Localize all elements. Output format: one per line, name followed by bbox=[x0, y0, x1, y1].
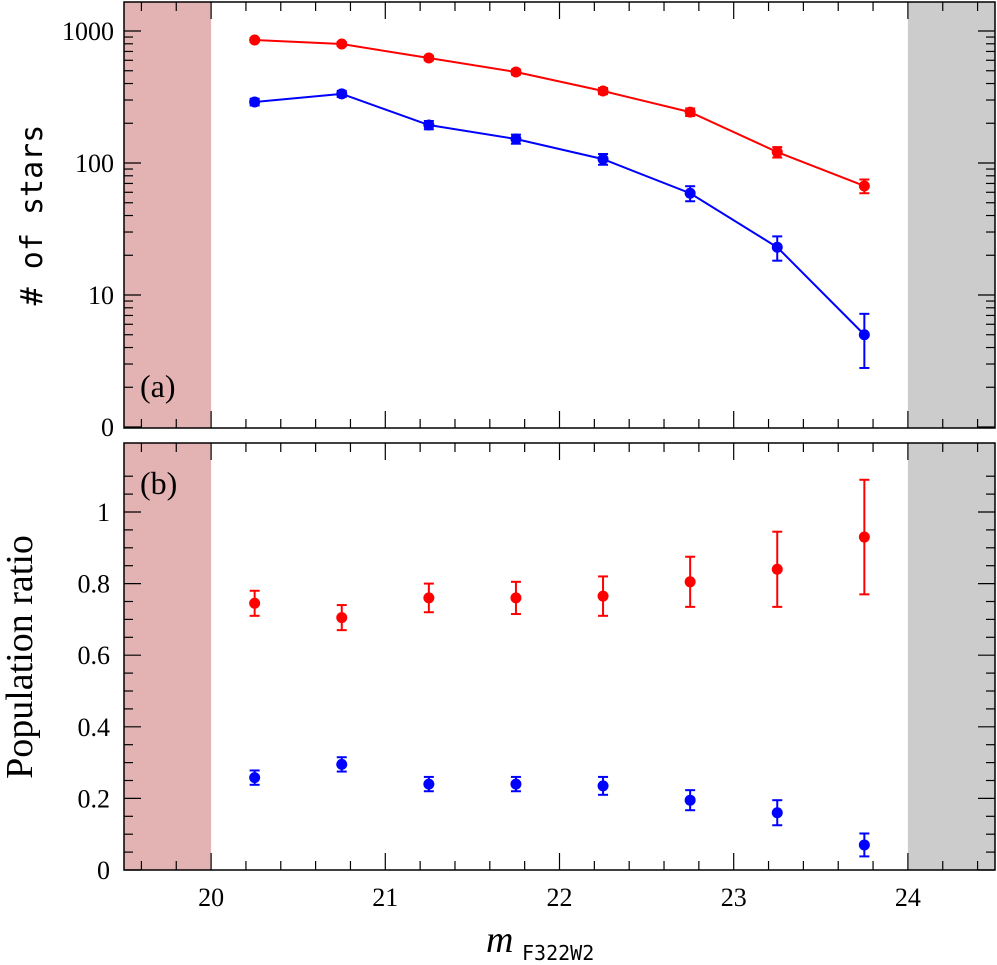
data-point bbox=[249, 772, 261, 784]
data-point bbox=[597, 85, 609, 97]
data-point bbox=[336, 758, 348, 770]
data-point bbox=[597, 590, 609, 602]
panel-b: 0 0.2 0.4 0.6 0.8 1 20 21 22 23 24 bbox=[78, 442, 996, 912]
y-axis-title-top: # of stars bbox=[15, 125, 50, 306]
data-point bbox=[684, 576, 696, 588]
x-axis-title-subscript: F322W2 bbox=[522, 941, 594, 965]
data-point bbox=[858, 180, 870, 192]
data-point bbox=[336, 612, 348, 624]
data-point bbox=[858, 839, 870, 851]
y-tick-label: 1 bbox=[97, 498, 110, 527]
data-point bbox=[510, 133, 522, 145]
data-point bbox=[684, 187, 696, 199]
data-point bbox=[771, 146, 783, 158]
data-point bbox=[510, 778, 522, 790]
y-tick-label: 100 bbox=[75, 149, 114, 178]
series-line bbox=[254, 92, 866, 336]
data-point bbox=[423, 119, 435, 131]
data-point bbox=[423, 52, 435, 64]
data-point bbox=[858, 531, 870, 543]
panel-label-a: (a) bbox=[140, 368, 176, 404]
data-point bbox=[249, 96, 261, 108]
data-point bbox=[510, 592, 522, 604]
data-point bbox=[858, 329, 870, 341]
shaded-region bbox=[124, 2, 212, 428]
y-tick-label: 0.4 bbox=[78, 713, 111, 742]
y-tick-label: 0.2 bbox=[78, 784, 111, 813]
shaded-region bbox=[907, 2, 995, 428]
x-tick-label: 21 bbox=[372, 883, 398, 912]
data-point bbox=[684, 794, 696, 806]
data-point bbox=[597, 780, 609, 792]
y-tick-label: 10 bbox=[88, 281, 114, 310]
data-point bbox=[597, 153, 609, 165]
panel-label-b: (b) bbox=[140, 465, 177, 501]
data-point bbox=[423, 592, 435, 604]
shaded-region bbox=[124, 443, 212, 870]
x-tick-label: 20 bbox=[198, 883, 224, 912]
data-point bbox=[249, 34, 261, 46]
x-tick-label: 24 bbox=[895, 883, 921, 912]
data-point bbox=[771, 241, 783, 253]
y-axis-title-bottom: Population ratio bbox=[0, 535, 41, 779]
x-tick-label: 22 bbox=[547, 883, 573, 912]
data-point bbox=[771, 563, 783, 575]
data-point bbox=[249, 597, 261, 609]
y-tick-label: 0.8 bbox=[78, 570, 111, 599]
data-point bbox=[771, 807, 783, 819]
x-axis-title: m bbox=[486, 919, 513, 961]
series-line bbox=[254, 38, 865, 187]
y-tick-label: 0 bbox=[101, 413, 114, 442]
plot-frame bbox=[123, 442, 996, 871]
shaded-region bbox=[907, 443, 995, 870]
y-tick-label: 1000 bbox=[62, 17, 114, 46]
data-point bbox=[336, 88, 348, 100]
data-point bbox=[510, 66, 522, 78]
data-point bbox=[336, 38, 348, 50]
y-tick-label: 0.6 bbox=[78, 641, 111, 670]
x-tick-label: 23 bbox=[721, 883, 747, 912]
data-point bbox=[684, 106, 696, 118]
data-point bbox=[423, 778, 435, 790]
plot-frame bbox=[123, 1, 996, 429]
y-tick-label: 0 bbox=[97, 856, 110, 885]
